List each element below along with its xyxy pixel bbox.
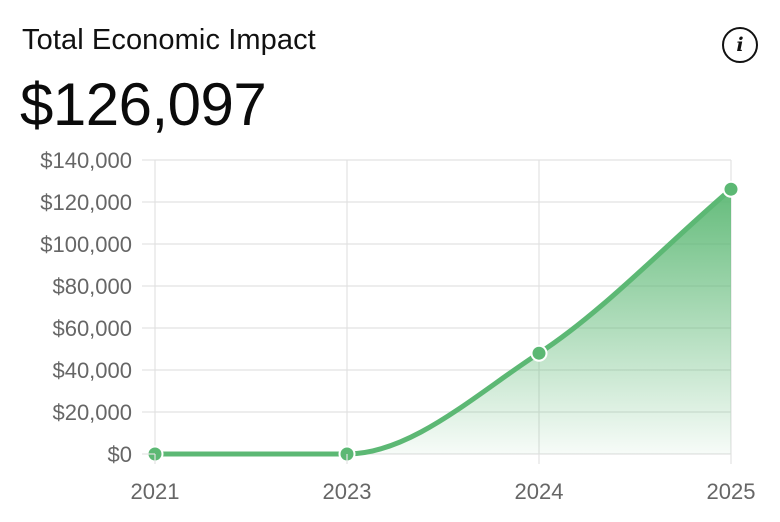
y-tick-label: $60,000	[52, 316, 132, 341]
y-tick-label: $80,000	[52, 274, 132, 299]
x-tick-label: 2025	[707, 479, 756, 504]
series-line	[152, 186, 734, 457]
y-axis-ticks: $0 $20,000 $40,000 $60,000 $80,000 $100,000 $1…	[40, 148, 155, 467]
total-value: $126,097	[20, 71, 267, 138]
x-tick-label: 2021	[131, 479, 180, 504]
data-point-2025[interactable]	[722, 180, 740, 198]
info-icon[interactable]: i	[722, 27, 758, 63]
x-axis-ticks: 2021 2023 2024 2025	[131, 454, 756, 504]
x-tick-label: 2024	[515, 479, 564, 504]
card-title: Total Economic Impact	[22, 24, 316, 56]
y-tick-label: $20,000	[52, 400, 132, 425]
y-tick-label: $40,000	[52, 358, 132, 383]
data-point-2024[interactable]	[530, 344, 548, 362]
y-tick-label: $140,000	[40, 148, 132, 173]
y-tick-label: $0	[108, 442, 132, 467]
point-layer	[146, 180, 740, 463]
y-tick-label: $120,000	[40, 190, 132, 215]
area-fill	[155, 189, 731, 455]
y-tick-label: $100,000	[40, 232, 132, 257]
area-layer	[155, 189, 731, 455]
line-layer	[152, 186, 734, 457]
x-tick-label: 2023	[323, 479, 372, 504]
